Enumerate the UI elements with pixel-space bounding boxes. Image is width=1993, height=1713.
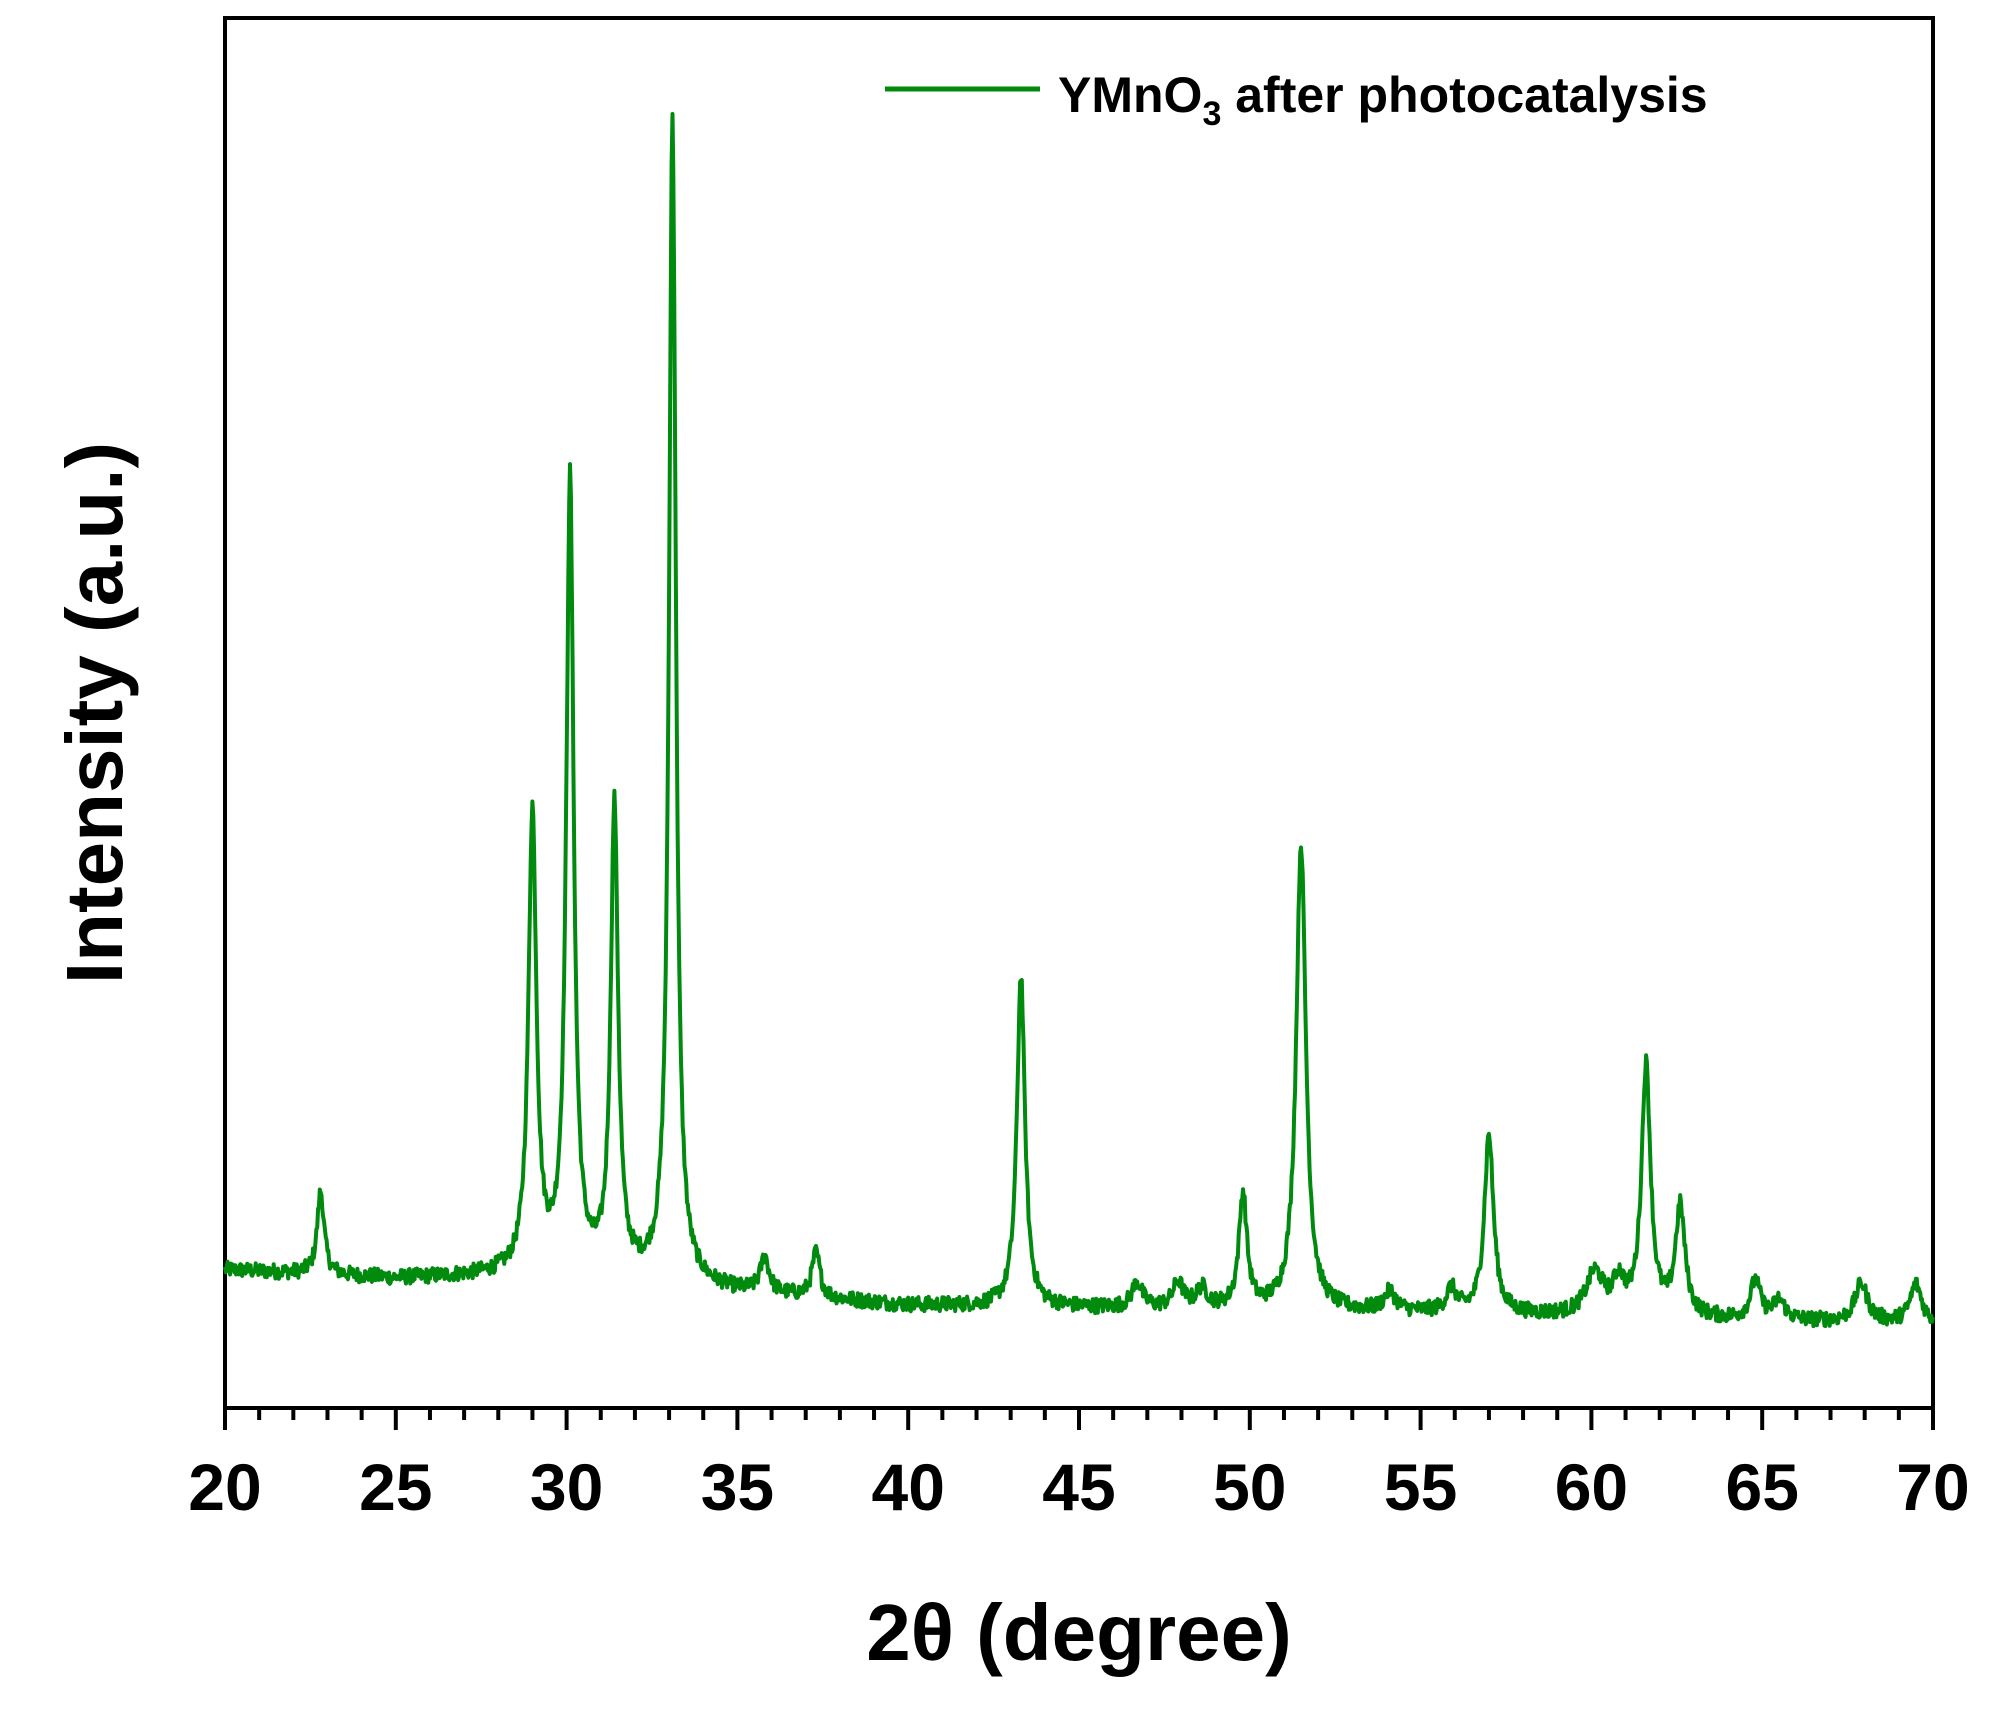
x-axis-ticks [223, 1408, 1935, 1430]
x-tick-label: 70 [1896, 1450, 1969, 1524]
x-axis-tick-labels: 20 25 30 35 40 45 50 55 60 65 70 [188, 1450, 1969, 1524]
x-axis-title: 2θ (degree) [866, 1588, 1292, 1677]
x-tick-label: 25 [359, 1450, 432, 1524]
x-tick-label: 45 [1042, 1450, 1115, 1524]
legend: YMnO3 after photocatalysis [885, 67, 1708, 133]
x-tick-label: 40 [871, 1450, 944, 1524]
legend-label-subscript: 3 [1202, 95, 1221, 133]
x-tick-label: 20 [188, 1450, 261, 1524]
x-tick-label: 50 [1213, 1450, 1286, 1524]
xrd-pattern-line [223, 112, 1935, 1329]
x-tick-label: 30 [530, 1450, 603, 1524]
legend-label: YMnO3 after photocatalysis [1058, 67, 1708, 133]
y-axis-title: Intensity (a.u.) [50, 442, 139, 984]
x-tick-label: 65 [1725, 1450, 1798, 1524]
x-tick-label: 55 [1384, 1450, 1457, 1524]
x-tick-label: 35 [701, 1450, 774, 1524]
x-tick-label: 60 [1555, 1450, 1628, 1524]
plot-frame [223, 16, 1935, 1410]
